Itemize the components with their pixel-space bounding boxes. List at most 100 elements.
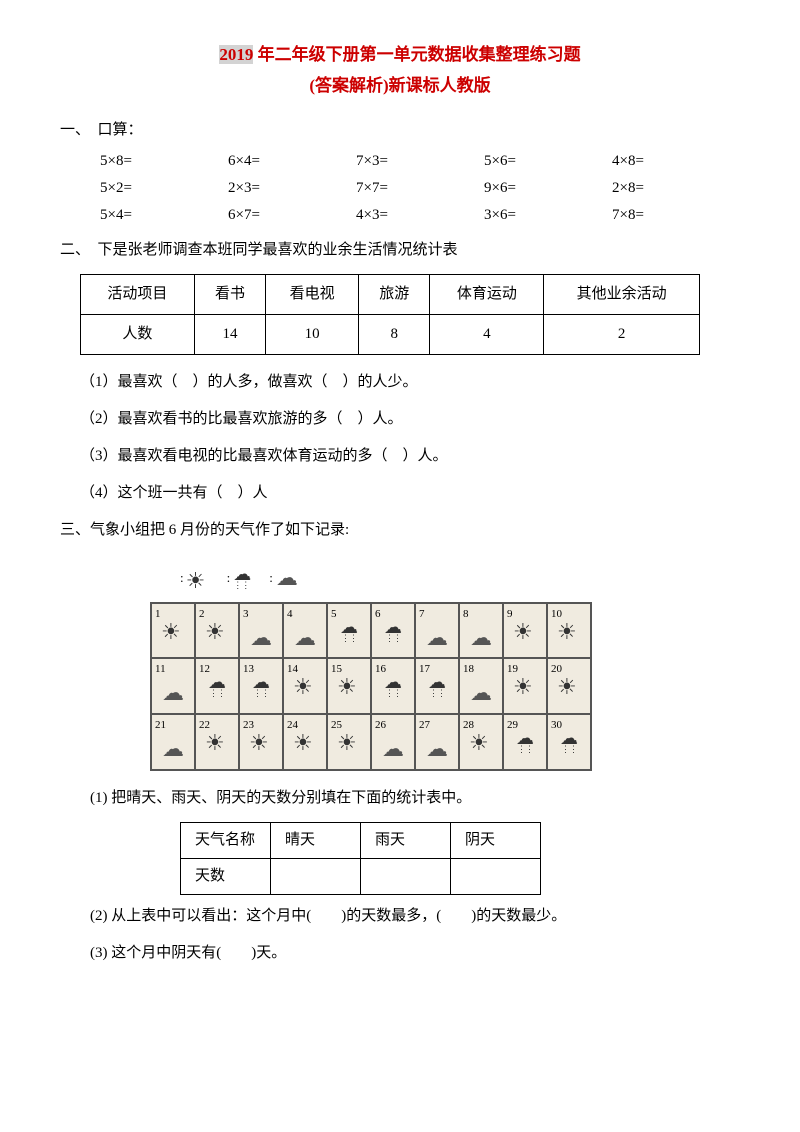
stats-empty-cell bbox=[451, 858, 541, 894]
title-year-highlight: 2019 bbox=[219, 45, 253, 64]
weather-day-cell: 2 bbox=[195, 603, 239, 659]
day-number: 29 bbox=[507, 716, 518, 736]
day-number: 17 bbox=[419, 660, 430, 680]
weather-day-cell: 12 bbox=[195, 658, 239, 714]
weather-day-cell: 30 bbox=[547, 714, 591, 770]
weather-day-cell: 22 bbox=[195, 714, 239, 770]
rain-icon bbox=[560, 729, 578, 756]
weather-day-cell: 24 bbox=[283, 714, 327, 770]
sun-icon bbox=[514, 618, 536, 640]
sun-icon bbox=[294, 729, 316, 751]
weather-calendar: 1234567891011121314151617181920212223242… bbox=[150, 602, 592, 771]
survey-value-cell: 10 bbox=[266, 315, 359, 355]
survey-header-cell: 看书 bbox=[194, 275, 266, 315]
day-number: 4 bbox=[287, 605, 293, 625]
survey-value-cell: 8 bbox=[358, 315, 430, 355]
survey-value-row: 人数1410842 bbox=[81, 315, 700, 355]
math-problems: 5×8=6×4=7×3=5×6=4×8=5×2=2×3=7×7=9×6=2×8=… bbox=[60, 148, 740, 229]
sun-icon bbox=[338, 673, 360, 695]
weather-day-cell: 21 bbox=[151, 714, 195, 770]
survey-row-label: 人数 bbox=[81, 315, 195, 355]
survey-table: 活动项目看书看电视旅游体育运动其他业余活动 人数1410842 bbox=[80, 274, 700, 355]
math-item: 4×3= bbox=[356, 202, 484, 229]
math-item: 5×4= bbox=[100, 202, 228, 229]
weather-block: : : : 1234567891011121314151617181920212… bbox=[150, 558, 740, 770]
weather-day-cell: 29 bbox=[503, 714, 547, 770]
weather-day-cell: 1 bbox=[151, 603, 195, 659]
day-number: 16 bbox=[375, 660, 386, 680]
weather-day-cell: 7 bbox=[415, 603, 459, 659]
weather-legend: : : : bbox=[180, 558, 740, 598]
sub-question-1: (1) 把晴天、雨天、阴天的天数分别填在下面的统计表中。 bbox=[60, 785, 740, 812]
question-item: （1）最喜欢（ ）的人多，做喜欢（ ）的人少。 bbox=[60, 369, 740, 396]
survey-header-cell: 活动项目 bbox=[81, 275, 195, 315]
sub-question-2: (2) 从上表中可以看出：这个月中( )的天数最多，( )的天数最少。 bbox=[60, 903, 740, 930]
weather-day-cell: 16 bbox=[371, 658, 415, 714]
legend-sun: : bbox=[180, 566, 209, 589]
math-row: 5×2=2×3=7×7=9×6=2×8= bbox=[60, 175, 740, 202]
day-number: 1 bbox=[155, 605, 161, 625]
day-number: 8 bbox=[463, 605, 469, 625]
sun-icon bbox=[558, 673, 580, 695]
stats-empty-cell bbox=[271, 858, 361, 894]
title-text-1: 年二年级下册第一单元数据收集整理练习题 bbox=[253, 45, 580, 64]
weather-day-cell: 19 bbox=[503, 658, 547, 714]
survey-header-cell: 体育运动 bbox=[430, 275, 544, 315]
survey-value-cell: 14 bbox=[194, 315, 266, 355]
day-number: 21 bbox=[155, 716, 166, 736]
day-number: 27 bbox=[419, 716, 430, 736]
weather-day-cell: 15 bbox=[327, 658, 371, 714]
math-item: 5×8= bbox=[100, 148, 228, 175]
weather-day-cell: 4 bbox=[283, 603, 327, 659]
sun-icon bbox=[338, 729, 360, 751]
math-item: 3×6= bbox=[484, 202, 612, 229]
survey-header-cell: 看电视 bbox=[266, 275, 359, 315]
stats-empty-cell bbox=[361, 858, 451, 894]
section-1-heading: 一、 口算： bbox=[60, 117, 740, 144]
rain-icon bbox=[340, 618, 358, 645]
weather-stats-table: 天气名称晴天雨天阴天 天数 bbox=[180, 822, 541, 895]
day-number: 26 bbox=[375, 716, 386, 736]
rain-icon bbox=[384, 618, 402, 645]
survey-header-cell: 其他业余活动 bbox=[544, 275, 700, 315]
sun-icon bbox=[514, 673, 536, 695]
cloud-icon bbox=[250, 618, 272, 658]
stats-header-row: 天气名称晴天雨天阴天 bbox=[181, 822, 541, 858]
sun-icon bbox=[206, 618, 228, 640]
sun-icon bbox=[250, 729, 272, 751]
weather-day-cell: 25 bbox=[327, 714, 371, 770]
day-number: 6 bbox=[375, 605, 381, 625]
rain-icon bbox=[252, 673, 270, 700]
math-item: 6×4= bbox=[228, 148, 356, 175]
math-item: 5×2= bbox=[100, 175, 228, 202]
weather-day-cell: 23 bbox=[239, 714, 283, 770]
math-item: 5×6= bbox=[484, 148, 612, 175]
question-item: （4）这个班一共有（ ）人 bbox=[60, 480, 740, 507]
weather-day-cell: 17 bbox=[415, 658, 459, 714]
section-2-heading: 二、 下是张老师调查本班同学最喜欢的业余生活情况统计表 bbox=[60, 237, 740, 264]
survey-header-row: 活动项目看书看电视旅游体育运动其他业余活动 bbox=[81, 275, 700, 315]
section-3-heading: 三、气象小组把 6 月份的天气作了如下记录: bbox=[60, 517, 740, 544]
sun-icon bbox=[294, 673, 316, 695]
stats-value-row: 天数 bbox=[181, 858, 541, 894]
rain-icon bbox=[384, 673, 402, 700]
day-number: 18 bbox=[463, 660, 474, 680]
rain-icon bbox=[233, 565, 251, 590]
cloud-icon bbox=[294, 618, 316, 658]
weather-day-cell: 20 bbox=[547, 658, 591, 714]
day-number: 30 bbox=[551, 716, 562, 736]
weather-day-cell: 8 bbox=[459, 603, 503, 659]
weather-day-cell: 13 bbox=[239, 658, 283, 714]
weather-day-cell: 5 bbox=[327, 603, 371, 659]
cloud-icon bbox=[470, 618, 492, 658]
math-item: 9×6= bbox=[484, 175, 612, 202]
rain-icon bbox=[208, 673, 226, 700]
sun-icon bbox=[470, 729, 492, 751]
stats-header-cell: 晴天 bbox=[271, 822, 361, 858]
weather-day-cell: 6 bbox=[371, 603, 415, 659]
math-item: 7×3= bbox=[356, 148, 484, 175]
survey-value-cell: 4 bbox=[430, 315, 544, 355]
math-item: 7×7= bbox=[356, 175, 484, 202]
weather-day-cell: 27 bbox=[415, 714, 459, 770]
question-item: （2）最喜欢看书的比最喜欢旅游的多（ ）人。 bbox=[60, 406, 740, 433]
